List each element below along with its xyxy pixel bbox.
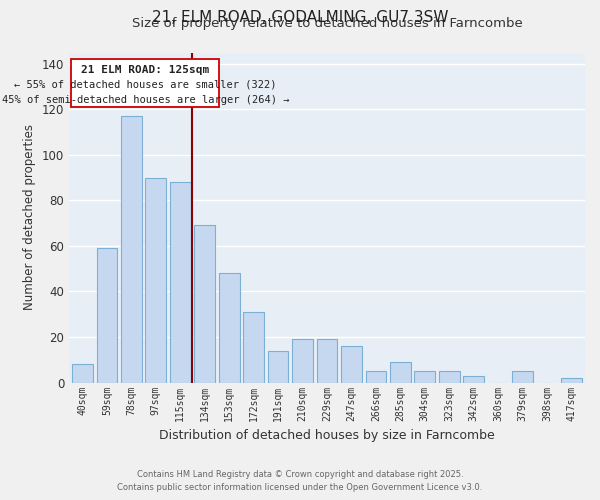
Bar	[170, 182, 191, 382]
Bar	[243, 312, 264, 382]
Bar	[512, 371, 533, 382]
Title: Size of property relative to detached houses in Farncombe: Size of property relative to detached ho…	[131, 18, 523, 30]
Bar	[561, 378, 582, 382]
Bar	[341, 346, 362, 383]
Text: Contains HM Land Registry data © Crown copyright and database right 2025.
Contai: Contains HM Land Registry data © Crown c…	[118, 470, 482, 492]
Bar	[292, 340, 313, 382]
Bar	[97, 248, 117, 382]
Text: 21, ELM ROAD, GODALMING, GU7 3SW: 21, ELM ROAD, GODALMING, GU7 3SW	[152, 10, 448, 25]
Bar	[194, 226, 215, 382]
Bar	[268, 350, 289, 382]
Bar	[145, 178, 166, 382]
Bar	[317, 340, 337, 382]
Text: 45% of semi-detached houses are larger (264) →: 45% of semi-detached houses are larger (…	[2, 94, 289, 104]
Y-axis label: Number of detached properties: Number of detached properties	[23, 124, 36, 310]
Bar	[390, 362, 411, 382]
Bar	[72, 364, 93, 382]
Bar	[439, 371, 460, 382]
X-axis label: Distribution of detached houses by size in Farncombe: Distribution of detached houses by size …	[159, 429, 495, 442]
Bar	[219, 274, 239, 382]
Bar	[415, 371, 435, 382]
Text: ← 55% of detached houses are smaller (322): ← 55% of detached houses are smaller (32…	[14, 80, 277, 90]
Bar	[463, 376, 484, 382]
FancyBboxPatch shape	[71, 60, 220, 107]
Bar	[121, 116, 142, 382]
Bar	[365, 371, 386, 382]
Text: 21 ELM ROAD: 125sqm: 21 ELM ROAD: 125sqm	[81, 65, 209, 75]
